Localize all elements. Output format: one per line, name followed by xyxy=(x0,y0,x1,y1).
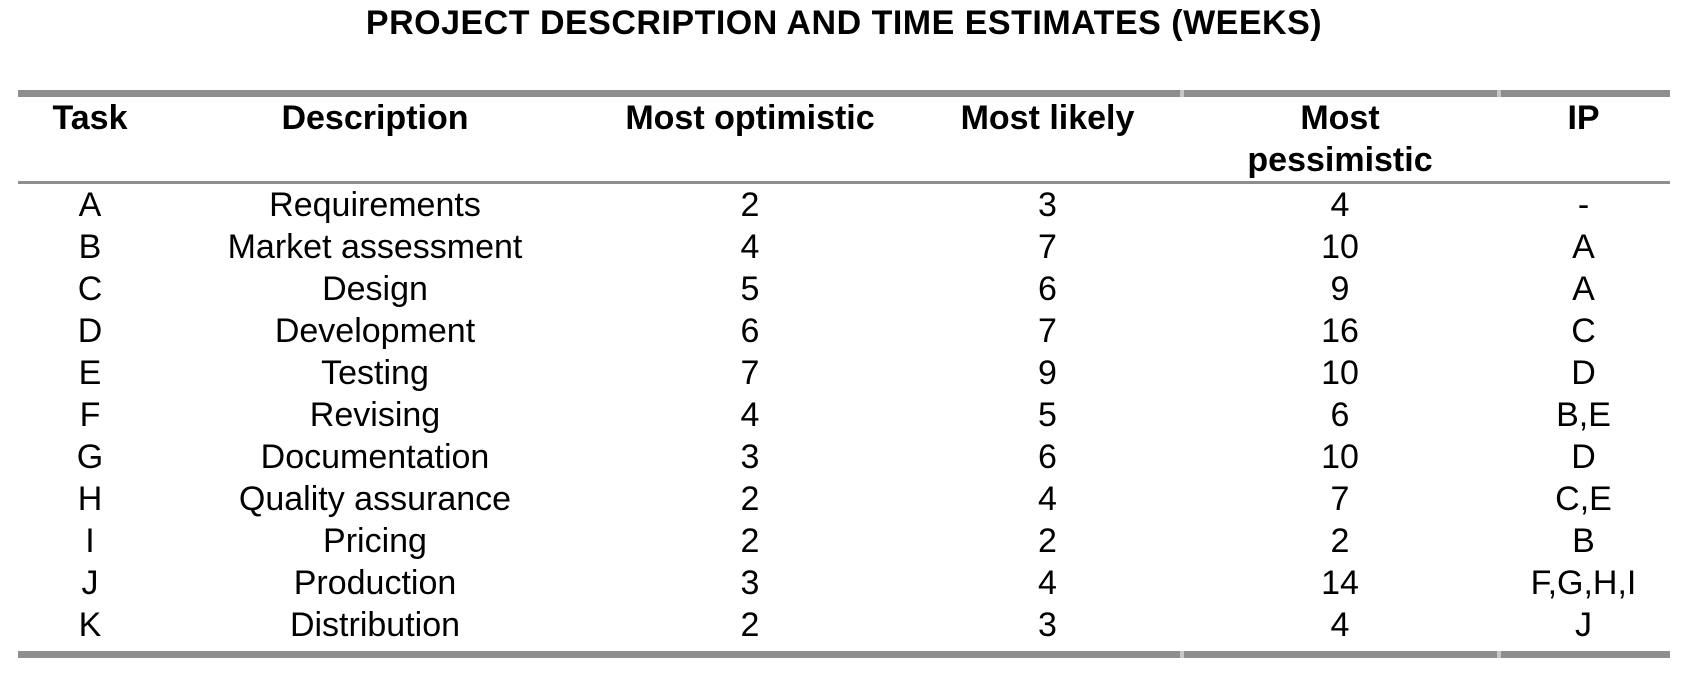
cell-task: J xyxy=(81,564,99,602)
cell-pessimistic: 4 xyxy=(1183,604,1497,658)
cell-pessimistic: 4 xyxy=(1330,186,1350,224)
cell-task: G xyxy=(76,438,104,476)
table-wrapper: Task Description Most optimistic Most li… xyxy=(18,90,1670,658)
cell-optimistic: 2 xyxy=(740,522,760,560)
cell-task: H xyxy=(77,480,103,518)
cell-likely: 6 xyxy=(1038,438,1057,476)
cell-pessimistic: 10 xyxy=(1321,438,1359,476)
cell-task: F xyxy=(79,396,101,434)
cell-pessimistic: 6 xyxy=(1330,396,1350,434)
cell-optimistic: 5 xyxy=(740,270,760,308)
cell-likely: 4 xyxy=(1038,564,1057,602)
cell-description: Requirements xyxy=(269,186,481,224)
table-row: E Testing 7 9 10 D xyxy=(18,352,1670,394)
cell-task: K xyxy=(18,604,162,658)
table-row: J Production 3 4 14 F,G,H,I xyxy=(18,562,1670,604)
cell-description: Market assessment xyxy=(227,228,523,266)
cell-task: D xyxy=(77,312,103,350)
table-row: A Requirements 2 3 4 - xyxy=(18,183,1670,227)
table-row: F Revising 4 5 6 B,E xyxy=(18,394,1670,436)
cell-ip: C,E xyxy=(1555,480,1612,518)
cell-pessimistic: 14 xyxy=(1321,564,1359,602)
table-row: K Distribution 2 3 4 J xyxy=(18,604,1670,658)
cell-ip: D xyxy=(1571,438,1596,476)
cell-likely: 3 xyxy=(912,604,1183,658)
col-header-task: Task xyxy=(18,90,162,184)
cell-likely: 2 xyxy=(1038,522,1057,560)
cell-optimistic: 2 xyxy=(740,186,760,224)
col-header-most-pessimistic: Most pessimistic xyxy=(1183,90,1497,184)
cell-description: Production xyxy=(293,564,457,602)
cell-ip: A xyxy=(1572,270,1595,308)
cell-likely: 7 xyxy=(1038,312,1057,350)
cell-optimistic: 4 xyxy=(740,228,760,266)
document-page: PROJECT DESCRIPTION AND TIME ESTIMATES (… xyxy=(18,4,1670,658)
cell-optimistic: 4 xyxy=(740,396,760,434)
cell-description: Development xyxy=(274,312,476,350)
cell-optimistic: 3 xyxy=(740,564,760,602)
cell-description: Design xyxy=(322,270,428,308)
table-row: I Pricing 2 2 2 B xyxy=(18,520,1670,562)
col-header-ip: IP xyxy=(1497,90,1670,184)
cell-likely: 3 xyxy=(1038,186,1057,224)
cell-likely: 7 xyxy=(1038,228,1057,266)
top-rule-gap-2 xyxy=(1497,90,1501,97)
cell-likely: 4 xyxy=(1038,480,1057,518)
cell-ip: A xyxy=(1572,228,1595,266)
table-row: C Design 5 6 9 A xyxy=(18,268,1670,310)
cell-ip: B,E xyxy=(1556,396,1611,434)
col-header-most-pessimistic-label: Most pessimistic xyxy=(1247,99,1433,179)
cell-description: Documentation xyxy=(260,438,490,476)
cell-task: A xyxy=(78,186,102,224)
project-time-estimates-table: Task Description Most optimistic Most li… xyxy=(18,90,1670,658)
cell-task: B xyxy=(78,228,102,266)
cell-optimistic: 2 xyxy=(740,480,760,518)
header-row: Task Description Most optimistic Most li… xyxy=(18,90,1670,184)
cell-task: I xyxy=(85,522,95,560)
cell-ip: D xyxy=(1571,354,1596,392)
col-header-most-optimistic: Most optimistic xyxy=(588,90,912,184)
cell-task: E xyxy=(78,354,102,392)
cell-optimistic: 6 xyxy=(740,312,760,350)
cell-description: Quality assurance xyxy=(238,480,512,518)
cell-ip: B xyxy=(1572,522,1595,560)
cell-pessimistic: 10 xyxy=(1321,228,1359,266)
bottom-rule-gap-2 xyxy=(1497,651,1501,658)
cell-optimistic: 7 xyxy=(740,354,760,392)
cell-optimistic: 3 xyxy=(740,438,760,476)
col-header-most-likely: Most likely xyxy=(912,90,1183,184)
bottom-rule-gap-1 xyxy=(1180,651,1184,658)
cell-ip: - xyxy=(1577,186,1590,224)
cell-pessimistic: 7 xyxy=(1330,480,1350,518)
cell-pessimistic: 9 xyxy=(1330,270,1350,308)
cell-description: Revising xyxy=(309,396,441,434)
cell-ip: J xyxy=(1497,604,1670,658)
cell-likely: 5 xyxy=(1038,396,1057,434)
cell-pessimistic: 10 xyxy=(1321,354,1359,392)
cell-ip: C xyxy=(1571,312,1596,350)
cell-description: Pricing xyxy=(323,522,427,560)
cell-likely: 9 xyxy=(1038,354,1057,392)
top-rule-gap-1 xyxy=(1180,90,1184,97)
cell-description: Distribution xyxy=(162,604,588,658)
cell-description: Testing xyxy=(321,354,429,392)
cell-optimistic: 2 xyxy=(588,604,912,658)
table-row: D Development 6 7 16 C xyxy=(18,310,1670,352)
cell-task: C xyxy=(77,270,103,308)
table-row: B Market assessment 4 7 10 A xyxy=(18,226,1670,268)
table-row: H Quality assurance 2 4 7 C,E xyxy=(18,478,1670,520)
table-title: PROJECT DESCRIPTION AND TIME ESTIMATES (… xyxy=(365,4,1323,42)
table-row: G Documentation 3 6 10 D xyxy=(18,436,1670,478)
col-header-description: Description xyxy=(162,90,588,184)
cell-likely: 6 xyxy=(1038,270,1057,308)
cell-ip: F,G,H,I xyxy=(1530,564,1637,602)
cell-pessimistic: 2 xyxy=(1330,522,1350,560)
cell-pessimistic: 16 xyxy=(1321,312,1359,350)
